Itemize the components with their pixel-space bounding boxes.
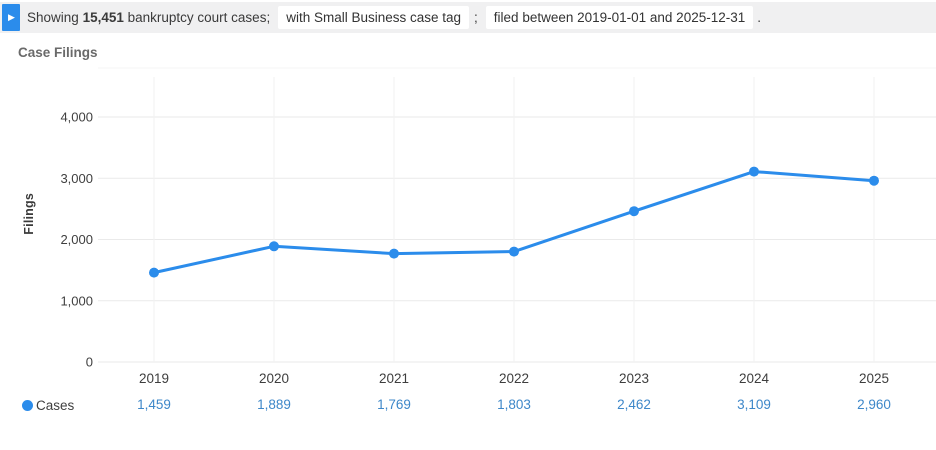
y-tick-label: 0	[86, 355, 93, 370]
cases-value-2023[interactable]: 2,462	[617, 397, 651, 412]
case-count: 15,451	[82, 10, 124, 25]
filter-summary-bar: ▶ Showing 15,451 bankruptcy court cases;…	[0, 2, 936, 33]
filter-chip-case-tag[interactable]: with Small Business case tag	[278, 6, 470, 29]
filter-summary-text: Showing 15,451 bankruptcy court cases;	[27, 10, 270, 25]
cases-series-dot-icon	[22, 400, 33, 411]
x-axis-label-2022: 2022	[498, 371, 530, 386]
y-tick-label: 2,000	[60, 232, 93, 247]
expand-sidebar-button[interactable]: ▶	[2, 4, 20, 31]
y-tick-label: 3,000	[60, 171, 93, 186]
cases-values-row: 1,459 1,889 1,769 1,803 2,462 3,109 2,960	[0, 397, 936, 415]
x-axis-label-2025: 2025	[858, 371, 890, 386]
data-point-2024[interactable]	[749, 166, 759, 177]
x-axis-label-2024: 2024	[738, 371, 770, 386]
cases-value-2020[interactable]: 1,889	[257, 397, 291, 412]
cases-value-2019[interactable]: 1,459	[137, 397, 171, 412]
showing-prefix: Showing	[27, 10, 79, 25]
legend-cases: Cases	[22, 398, 74, 413]
x-axis-label-2019: 2019	[138, 371, 170, 386]
cases-value-2024[interactable]: 3,109	[737, 397, 771, 412]
y-tick-label: 4,000	[60, 110, 93, 125]
case-filings-line-chart: 0 1,000 2,000 3,000 4,000	[60, 67, 936, 370]
x-axis-labels-row: 2019 2020 2021 2022 2023 2024 2025	[0, 371, 936, 389]
chart-title: Case Filings	[18, 45, 98, 60]
legend-label: Cases	[36, 398, 75, 413]
data-point-2022[interactable]	[509, 246, 519, 257]
x-axis-label-2021: 2021	[378, 371, 410, 386]
cases-value-2025[interactable]: 2,960	[857, 397, 891, 412]
y-tick-label: 1,000	[60, 293, 93, 308]
data-point-2021[interactable]	[389, 248, 399, 259]
data-point-2023[interactable]	[629, 206, 639, 217]
data-point-2019[interactable]	[149, 267, 159, 278]
x-axis-label-2020: 2020	[258, 371, 290, 386]
sentence-period: .	[757, 10, 762, 25]
cases-value-2021[interactable]: 1,769	[377, 397, 411, 412]
x-axis-label-2023: 2023	[618, 371, 650, 386]
play-triangle-icon: ▶	[8, 12, 15, 22]
filter-separator: ;	[474, 10, 478, 25]
data-point-2025[interactable]	[869, 175, 879, 186]
cases-value-2022[interactable]: 1,803	[497, 397, 531, 412]
case-type-text: bankruptcy court cases;	[127, 10, 271, 25]
filter-chip-date-range[interactable]: filed between 2019-01-01 and 2025-12-31	[485, 6, 754, 29]
data-point-2020[interactable]	[269, 241, 279, 252]
